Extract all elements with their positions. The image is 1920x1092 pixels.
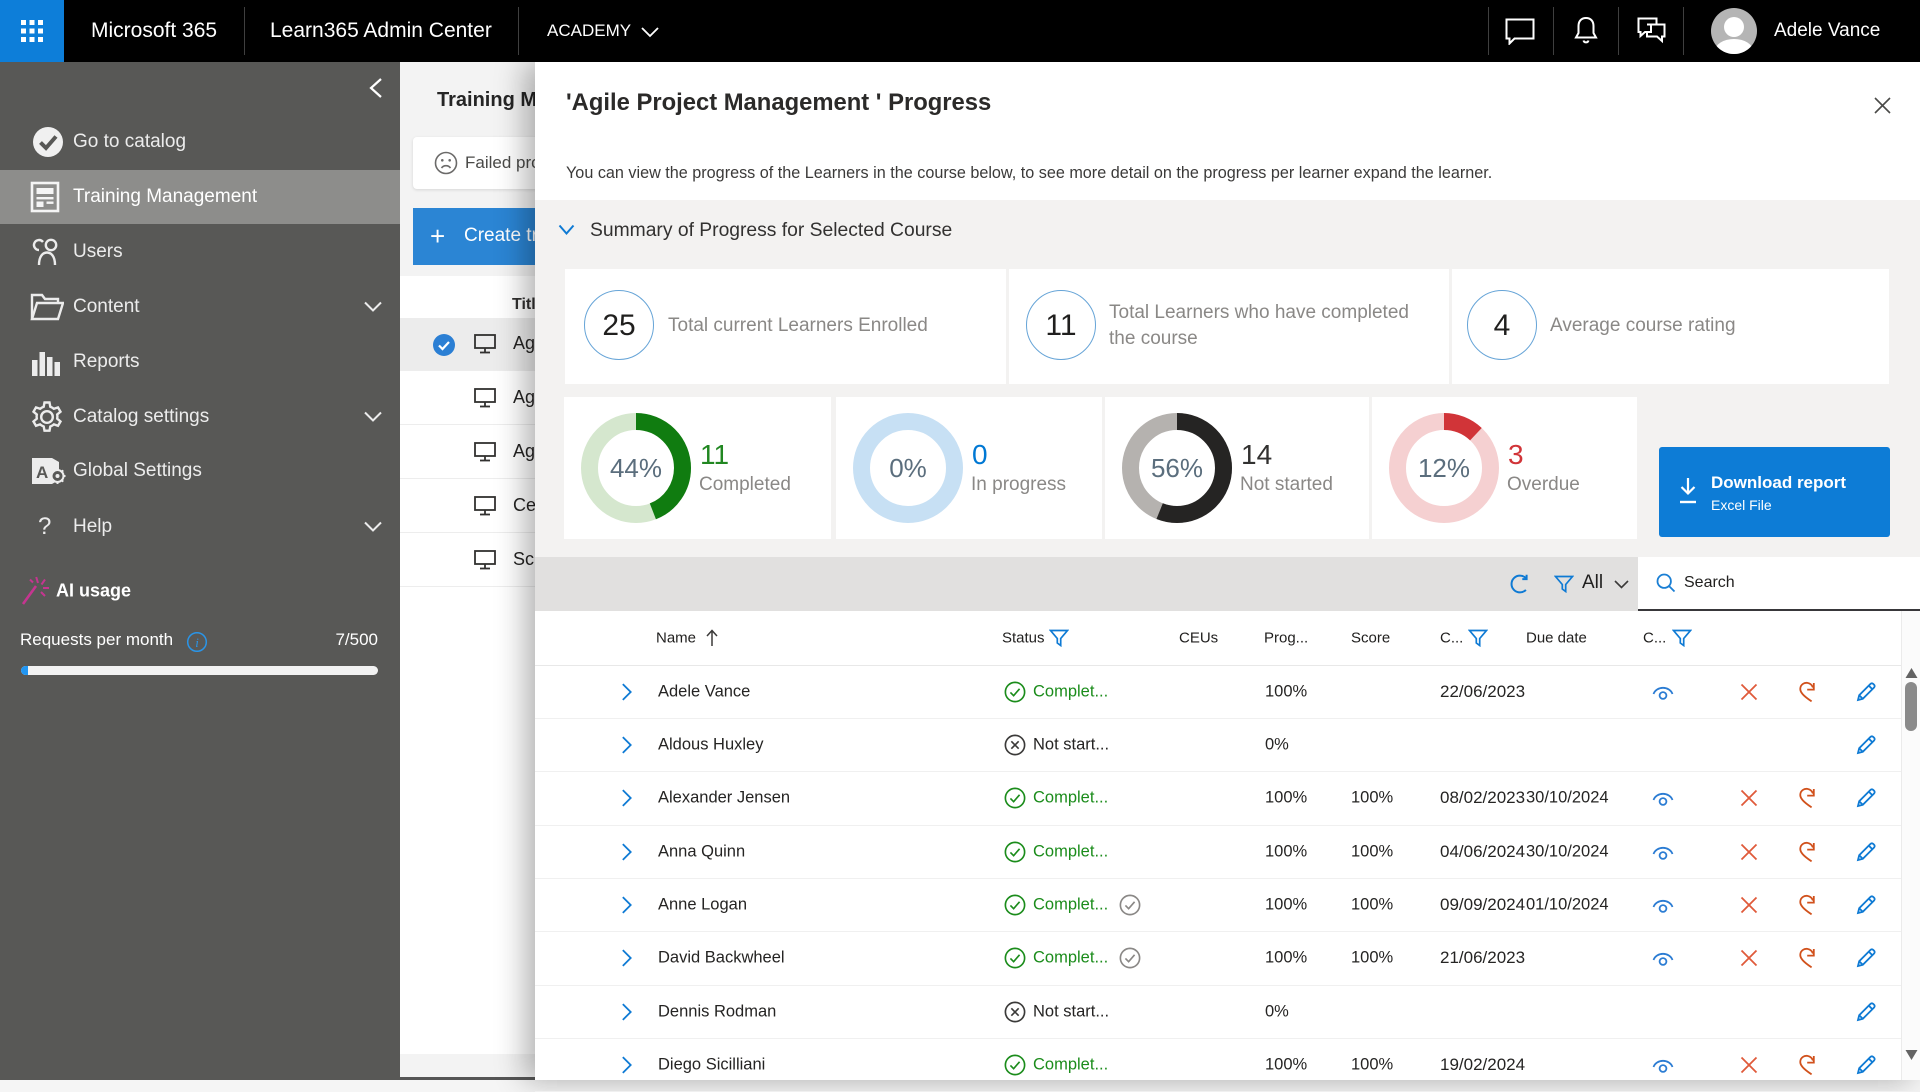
svg-text:i: i bbox=[195, 635, 199, 650]
svg-text:A: A bbox=[36, 463, 48, 482]
